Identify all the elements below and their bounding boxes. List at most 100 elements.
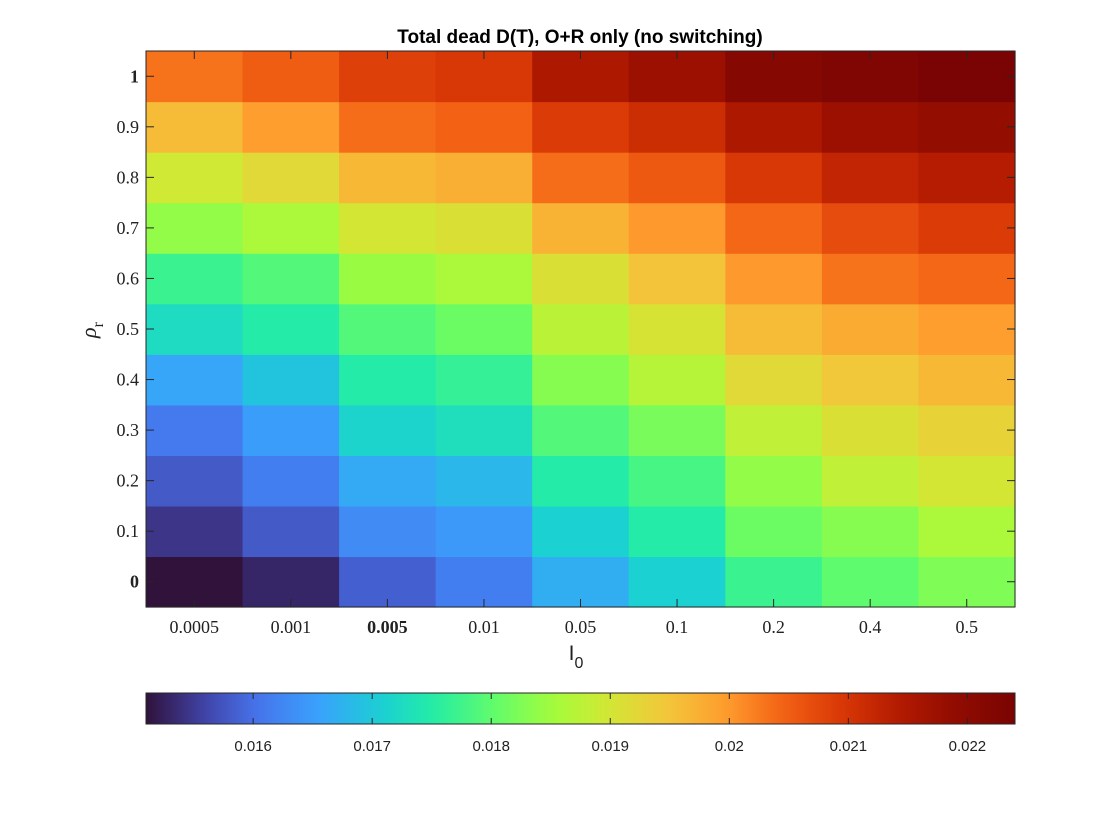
heatmap-cell-r2-c1 (242, 455, 340, 507)
y-tick-label: 0.1 (117, 521, 140, 541)
heatmap-cell-r10-c1 (242, 51, 340, 103)
heatmap-cell-r5-c7 (821, 303, 920, 355)
heatmap-cell-r3-c4 (532, 404, 630, 456)
y-axis-label: ρr (76, 321, 107, 339)
heatmap-cell-r7-c1 (242, 202, 340, 254)
heatmap-cell-r3-c2 (339, 404, 437, 456)
heatmap-cell-r2-c4 (532, 455, 630, 507)
heatmap-cell-r6-c3 (435, 253, 533, 305)
heatmap-cell-r1-c2 (339, 505, 437, 558)
y-tick-label: 1 (130, 66, 139, 86)
heatmap-cell-r8-c6 (725, 152, 823, 204)
heatmap-cell-r1-c5 (628, 505, 726, 558)
heatmap-cell-r3-c0 (146, 404, 244, 456)
heatmap-cell-r6-c6 (725, 253, 823, 305)
heatmap-cell-r5-c5 (628, 303, 726, 355)
heatmap-cell-r1-c0 (146, 505, 244, 558)
heatmap-cell-r9-c7 (821, 101, 920, 153)
heatmap-cell-r3-c5 (628, 404, 726, 456)
heatmap-cell-r5-c4 (532, 303, 630, 355)
heatmap-cell-r2-c5 (628, 455, 726, 507)
x-tick-label: 0.2 (762, 617, 785, 637)
heatmap-cell-r2-c6 (725, 455, 823, 507)
heatmap-cell-r4-c6 (725, 354, 823, 406)
y-tick-label: 0.2 (117, 471, 140, 491)
heatmap-cell-r10-c2 (339, 51, 437, 103)
y-tick-label: 0.4 (117, 370, 140, 390)
heatmap-cell-r8-c2 (339, 152, 437, 204)
heatmap-cell-r10-c0 (146, 51, 244, 103)
heatmap-cell-r10-c3 (435, 51, 533, 103)
heatmap-cell-r6-c4 (532, 253, 630, 305)
heatmap-cell-r10-c8 (918, 51, 1016, 103)
heatmap-cell-r9-c2 (339, 101, 437, 153)
heatmap-cell-r9-c5 (628, 101, 726, 153)
heatmap-cell-r4-c8 (918, 354, 1016, 406)
heatmap-cell-r6-c8 (918, 253, 1016, 305)
y-tick-labels: 0 0.1 0.2 0.3 0.4 0.5 0.6 0.7 0.8 0.9 1 (117, 66, 140, 591)
heatmap-cell-r9-c8 (918, 101, 1016, 153)
heatmap-cell-r2-c2 (339, 455, 437, 507)
colorbar-tick-label: 0.022 (949, 738, 987, 755)
heatmap-cell-r3-c8 (918, 404, 1016, 456)
heatmap-cell-r7-c7 (821, 202, 920, 254)
heatmap-cell-r1-c6 (725, 505, 823, 558)
heatmap-cell-r6-c5 (628, 253, 726, 305)
heatmap-cell-r1-c8 (918, 505, 1016, 558)
heatmap-cell-r9-c6 (725, 101, 823, 153)
x-tick-label: 0.01 (468, 617, 500, 637)
axis-ticks (146, 51, 1015, 607)
heatmap-cell-r7-c2 (339, 202, 437, 254)
x-tick-label: 0.4 (859, 617, 882, 637)
heatmap-cell-r5-c2 (339, 303, 437, 355)
heatmap-cell-r2-c8 (918, 455, 1016, 507)
heatmap-cell-r3-c6 (725, 404, 823, 456)
x-tick-label: 0.05 (565, 617, 597, 637)
heatmap-cell-r4-c2 (339, 354, 437, 406)
x-tick-label: 0.0005 (170, 617, 220, 637)
heatmap-cell-r6-c7 (821, 253, 920, 305)
heatmap-cell-r1-c4 (532, 505, 630, 558)
heatmap-cell-r6-c0 (146, 253, 244, 305)
colorbar-tick-labels: 0.016 0.017 0.018 0.019 0.02 0.021 0.022 (234, 738, 986, 755)
heatmap-cell-r5-c3 (435, 303, 533, 355)
heatmap-cell-r8-c1 (242, 152, 340, 204)
heatmap-cells (146, 51, 1016, 608)
heatmap-cell-r8-c4 (532, 152, 630, 204)
heatmap-cell-r9-c1 (242, 101, 340, 153)
heatmap-cell-r7-c6 (725, 202, 823, 254)
heatmap-cell-r8-c5 (628, 152, 726, 204)
heatmap-cell-r1-c3 (435, 505, 533, 558)
y-tick-label: 0.5 (117, 319, 140, 339)
heatmap-cell-r10-c7 (821, 51, 920, 103)
heatmap-cell-r7-c4 (532, 202, 630, 254)
heatmap-cell-r7-c5 (628, 202, 726, 254)
heatmap-cell-r8-c0 (146, 152, 244, 204)
heatmap-cell-r8-c8 (918, 152, 1016, 204)
x-axis-label: I0 (569, 642, 584, 672)
heatmap-cell-r4-c7 (821, 354, 920, 406)
heatmap-cell-r2-c0 (146, 455, 244, 507)
heatmap-cell-r4-c4 (532, 354, 630, 406)
heatmap-cell-r2-c7 (821, 455, 920, 507)
heatmap-cell-r4-c1 (242, 354, 340, 406)
y-axis-label-base: ρ (76, 327, 101, 339)
heatmap-cell-r10-c5 (628, 51, 726, 103)
heatmap-cell-r3-c1 (242, 404, 340, 456)
heatmap-cell-r9-c3 (435, 101, 533, 153)
heatmap-cell-r4-c5 (628, 354, 726, 406)
x-tick-label: 0.1 (666, 617, 689, 637)
heatmap-cell-r3-c3 (435, 404, 533, 456)
colorbar-tick-label: 0.021 (830, 738, 868, 755)
y-tick-label: 0.8 (117, 167, 140, 187)
heatmap-cell-r5-c1 (242, 303, 340, 355)
heatmap-cell-r6-c1 (242, 253, 340, 305)
colorbar (145, 692, 1016, 725)
heatmap-cell-r4-c3 (435, 354, 533, 406)
x-tick-label: 0.005 (367, 617, 408, 637)
heatmap-cell-r6-c2 (339, 253, 437, 305)
heatmap-cell-r8-c3 (435, 152, 533, 204)
colorbar-tick-label: 0.018 (472, 738, 510, 755)
heatmap-cell-r3-c7 (821, 404, 920, 456)
